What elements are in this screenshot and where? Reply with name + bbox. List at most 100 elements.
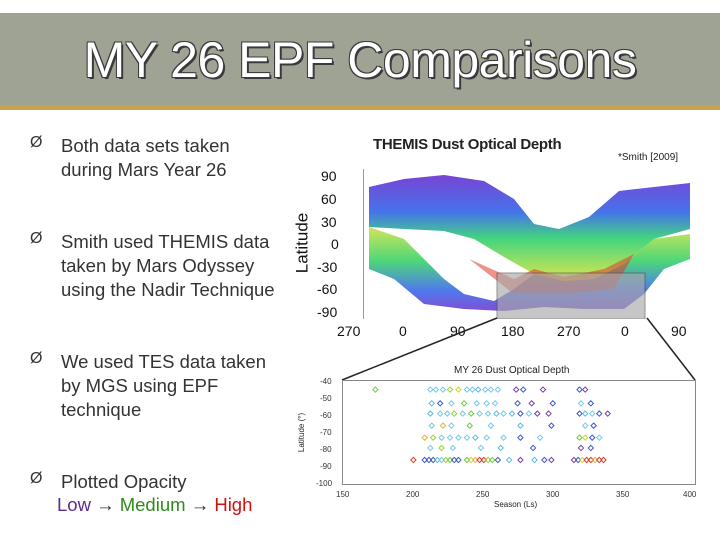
scatter-point — [519, 386, 527, 393]
x-tick-label: 270 — [557, 323, 581, 339]
chart-plot-area — [342, 380, 696, 485]
scatter-point — [493, 410, 500, 417]
x-tick-label: 350 — [616, 490, 630, 499]
y-tick-label: -30 — [317, 259, 338, 275]
scatter-point — [595, 410, 603, 417]
x-tick-label: 270 — [337, 323, 361, 339]
scatter-point — [443, 410, 451, 417]
citation: *Smith [2009] — [618, 152, 679, 163]
y-tick-label: -50 — [320, 394, 332, 403]
scatter-point — [514, 400, 521, 407]
scatter-point — [421, 434, 428, 441]
title-bar: MY 26 EPF Comparisons — [0, 13, 720, 105]
scatter-point — [484, 410, 492, 417]
opacity-medium-label: Medium — [119, 494, 186, 515]
scatter-point — [484, 456, 492, 464]
scatter-point — [438, 456, 445, 464]
scatter-point — [517, 410, 524, 417]
y-tick-label: 60 — [321, 191, 337, 207]
themis-map-image — [363, 169, 694, 320]
scatter-point — [528, 400, 535, 407]
scatter-point — [517, 422, 524, 429]
scatter-point — [421, 456, 428, 464]
y-tick-label: -80 — [320, 445, 332, 454]
chart-xlabel: Season (Ls) — [494, 500, 538, 509]
tes-chart: MY 26 Dust Optical Depth Latitude (°) Se… — [297, 360, 702, 518]
bullet-arrow-icon: Ø — [30, 470, 43, 487]
scatter-point — [472, 456, 479, 464]
scatter-point — [450, 410, 458, 417]
chart-title: MY 26 Dust Optical Depth — [454, 365, 570, 376]
scatter-point — [448, 400, 455, 407]
scatter-point — [587, 444, 595, 452]
scatter-point — [446, 434, 454, 441]
scatter-point — [549, 400, 557, 407]
scatter-point — [517, 456, 524, 464]
scatter-point — [483, 400, 490, 407]
y-tick-label: -60 — [320, 411, 332, 420]
scatter-point — [425, 456, 433, 464]
bullet-arrow-icon: Ø — [30, 230, 43, 247]
scatter-point — [438, 444, 445, 452]
scatter-point — [533, 410, 541, 417]
scatter-point — [466, 422, 474, 429]
scatter-point — [449, 444, 457, 452]
scatter-point — [548, 422, 555, 429]
scatter-point — [581, 434, 589, 441]
bullet-arrow-icon: Ø — [30, 350, 43, 367]
y-tick-label: 0 — [331, 236, 339, 252]
scatter-point — [531, 456, 538, 464]
scatter-point — [455, 386, 462, 393]
y-tick-label: 90 — [321, 168, 337, 184]
y-tick-label: -100 — [316, 479, 333, 488]
y-tick-label: -90 — [317, 304, 338, 320]
scatter-point — [581, 422, 589, 429]
title-underline — [0, 105, 720, 110]
scatter-point — [576, 386, 583, 393]
scatter-point — [587, 456, 595, 464]
scatter-point — [587, 400, 595, 407]
scatter-point — [426, 386, 434, 393]
x-tick-label: 200 — [406, 490, 420, 499]
scatter-point — [434, 456, 441, 464]
scatter-point — [469, 386, 476, 393]
scatter-point — [426, 444, 434, 452]
scatter-point — [487, 386, 495, 393]
scatter-point — [442, 456, 450, 464]
scatter-point — [467, 456, 475, 464]
scatter-point — [429, 456, 437, 464]
bullet-arrow-icon: Ø — [30, 134, 43, 151]
scatter-point — [455, 456, 462, 464]
scatter-point — [428, 422, 436, 429]
slide-title: MY 26 EPF Comparisons — [83, 32, 637, 88]
y-tick-label: -40 — [320, 377, 332, 386]
scatter-point — [536, 434, 544, 441]
scatter-point — [463, 434, 471, 441]
scatter-point — [579, 456, 586, 464]
opacity-high-label: High — [214, 494, 253, 515]
scatter-point — [438, 434, 445, 441]
scatter-point — [483, 434, 490, 441]
scatter-point — [448, 422, 455, 429]
scatter-point — [581, 386, 589, 393]
y-tick-label: -60 — [317, 281, 338, 297]
x-tick-label: 0 — [399, 323, 407, 339]
scatter-point — [494, 386, 502, 393]
scatter-point — [459, 410, 466, 417]
scatter-point — [590, 422, 597, 429]
x-tick-label: 180 — [501, 323, 525, 339]
scatter-point — [432, 386, 440, 393]
chart-ylabel: Latitude (°) — [297, 412, 307, 453]
scatter-point — [545, 410, 552, 417]
scatter-point — [439, 422, 447, 429]
scatter-point — [541, 456, 548, 464]
scatter-point — [600, 456, 607, 464]
x-tick-label: 250 — [476, 490, 490, 499]
scatter-point — [477, 444, 485, 452]
scatter-point — [595, 434, 603, 441]
scatter-point — [455, 434, 462, 441]
themis-figure: THEMIS Dust Optical Depth *Smith [2009] … — [285, 128, 695, 343]
scatter-point — [436, 400, 444, 407]
scatter-point — [570, 456, 578, 464]
scatter-point — [525, 410, 533, 417]
